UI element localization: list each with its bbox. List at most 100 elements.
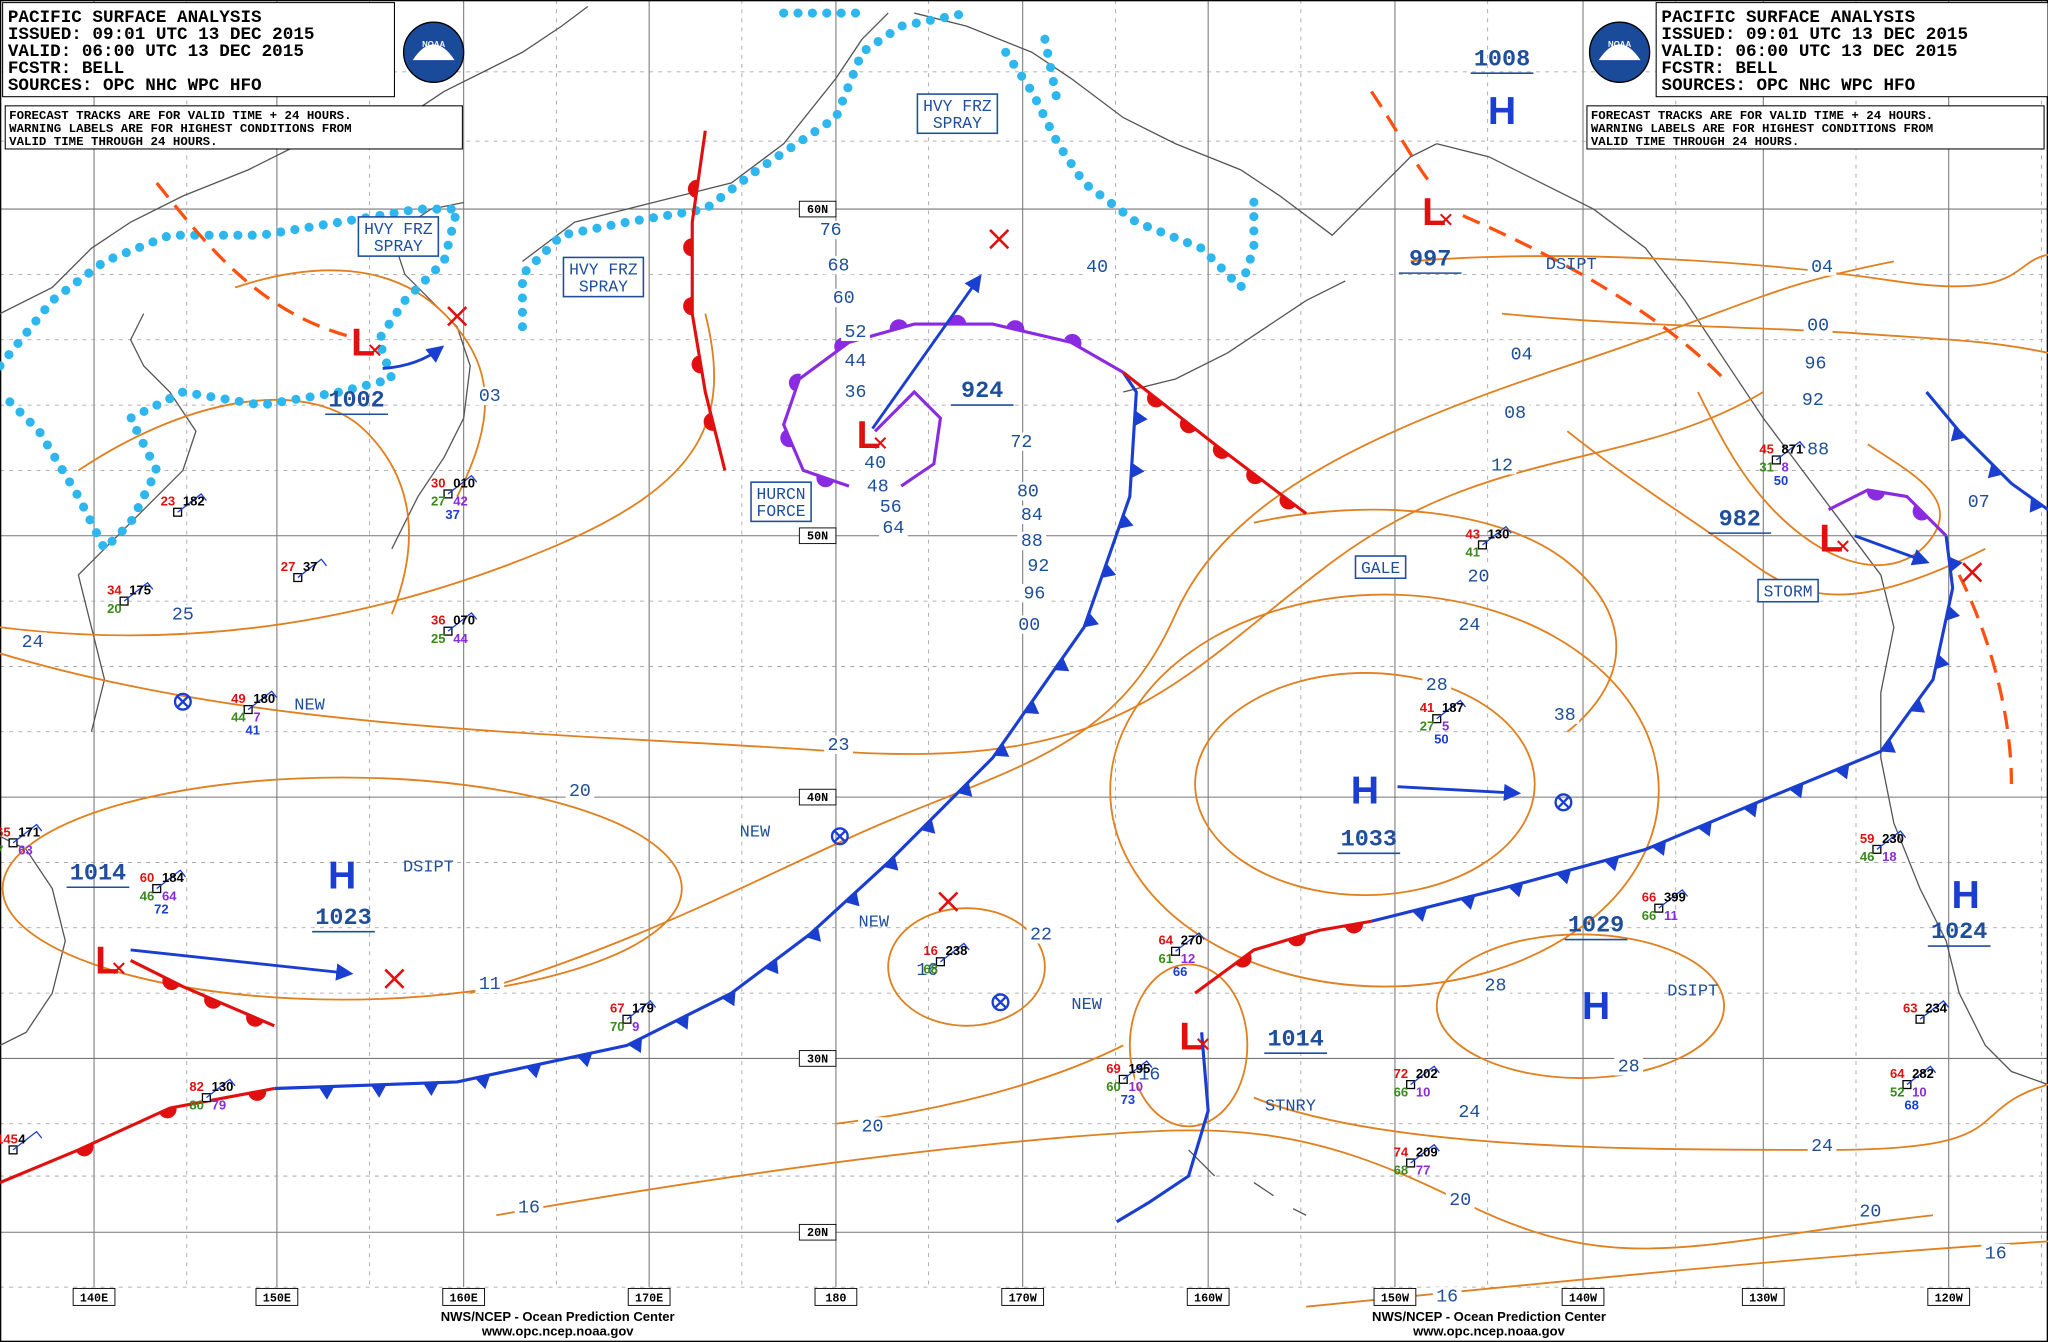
station-value: 27 [1420, 718, 1435, 733]
front-triangle [674, 1014, 689, 1030]
station-value: 52 [1890, 1084, 1905, 1099]
header-line: SOURCES: OPC NHC WPC HFO [8, 76, 262, 96]
front-triangle [1084, 612, 1099, 628]
warning-label: HVY FRZ [364, 220, 433, 239]
note-line: VALID TIME THROUGH 24 HOURS. [9, 135, 217, 149]
isobar-label: 28 [1426, 676, 1448, 696]
annotation: NEW [740, 823, 771, 842]
station-value: 187 [1442, 700, 1464, 715]
station-value: 9 [632, 1019, 639, 1034]
front-triangle [920, 818, 936, 834]
isobar-label-bg [829, 288, 859, 308]
longitude-label: 150W [1381, 1291, 1410, 1305]
station-value: 5 [1442, 718, 1449, 733]
ice-edge [517, 8, 972, 332]
wind-barb [12, 823, 43, 844]
longitude-label: 170E [635, 1291, 663, 1305]
isobar-label-bg [1500, 403, 1530, 423]
isobar-label: 24 [1458, 1103, 1480, 1123]
station-value: 43 [1465, 526, 1480, 541]
front-triangle [370, 1084, 387, 1098]
isobar-label: 76 [820, 221, 842, 241]
isobar-label: 80 [1017, 483, 1039, 503]
wind-barb [1410, 1065, 1440, 1086]
longitude-label: 130W [1749, 1291, 1778, 1305]
note-line: WARNING LABELS ARE FOR HIGHEST CONDITION… [9, 122, 351, 136]
isobar-label-bg [1614, 1057, 1644, 1076]
center-x [1196, 1038, 1209, 1051]
station-value: 7 [253, 709, 260, 724]
station-value: 282 [1912, 1066, 1934, 1081]
station-marker [293, 572, 303, 583]
front-triangle [806, 926, 822, 942]
center-symbol: H [1351, 770, 1379, 813]
track-arrow [871, 274, 982, 430]
station-value: 69 [1106, 1061, 1121, 1076]
latitude-box [798, 788, 837, 806]
center-x [112, 962, 125, 975]
latitude-box [798, 1050, 837, 1067]
isobar-label-bg [1422, 675, 1452, 694]
isobar-label-bg [1801, 354, 1830, 373]
latitude-label: 30N [807, 1052, 828, 1066]
station-value: 66 [1173, 964, 1188, 979]
latitude-label: 20N [807, 1226, 828, 1240]
station-value: 42 [453, 494, 468, 509]
station-value: 871 [1782, 441, 1804, 456]
station-value: 7 [0, 843, 3, 858]
isobar-label: 25 [172, 605, 194, 625]
front-triangle [1101, 563, 1117, 579]
isobar-label: 03 [479, 387, 501, 407]
note-line: FORECAST TRACKS ARE FOR VALID TIME + 24 … [9, 109, 351, 123]
isobar [1697, 391, 1941, 566]
station-marker [201, 1093, 211, 1103]
wind-barb [1122, 1060, 1153, 1080]
isobar-label: 11 [479, 975, 501, 995]
isobar-label: 16 [1436, 1287, 1458, 1307]
wind-barb [1436, 699, 1466, 720]
wind-barb [1876, 830, 1907, 850]
station-value: 41 [1420, 700, 1435, 715]
isobar [1566, 430, 1986, 596]
annotation: DSIPT [1546, 256, 1597, 275]
wind-barb [1482, 525, 1512, 546]
front-triangle [1945, 605, 1961, 621]
note-box [1586, 105, 2045, 150]
wind-barb [447, 474, 478, 495]
header-line: PACIFIC SURFACE ANALYSIS [8, 8, 262, 28]
header-line: FCSTR: BELL [8, 59, 124, 79]
center-symbol: L [351, 321, 375, 364]
center-symbol: H [328, 855, 356, 898]
front-triangle [844, 891, 860, 907]
noaa-logo-bird [1598, 44, 1641, 61]
front-triangle [525, 1063, 542, 1079]
station-value: 175 [129, 583, 151, 598]
dashed-trough [1370, 90, 1726, 381]
isobar-label-bg [1024, 556, 1053, 575]
front-triangle [1118, 513, 1134, 529]
front-triangle [1788, 783, 1804, 799]
central-pressure: 1014 [70, 860, 126, 887]
station-value: 79 [212, 1097, 227, 1112]
station-value: 179 [632, 1001, 654, 1016]
central-pressure: 1008 [1474, 46, 1530, 73]
station-value: 72 [154, 901, 169, 916]
front-triangle [1411, 907, 1428, 922]
station-value: 171 [18, 824, 40, 839]
station-value: 27 [281, 559, 296, 574]
isobar-label: 38 [1554, 706, 1576, 726]
annotation: NEW [859, 913, 890, 932]
central-pressure: 1002 [328, 387, 384, 414]
dashed-trough [1957, 574, 2014, 785]
isobar-label: 40 [1086, 258, 1108, 278]
occluded-front [873, 389, 943, 488]
wind-barb [297, 558, 328, 579]
front-semicircle [687, 179, 699, 198]
isobar-label: 04 [1511, 345, 1533, 365]
wind-barb [12, 1130, 43, 1151]
isobar-label-bg [841, 322, 870, 342]
station-value: 46 [1860, 849, 1875, 864]
isobar-label: 20 [569, 782, 591, 802]
station-value: 63 [1903, 1001, 1918, 1016]
